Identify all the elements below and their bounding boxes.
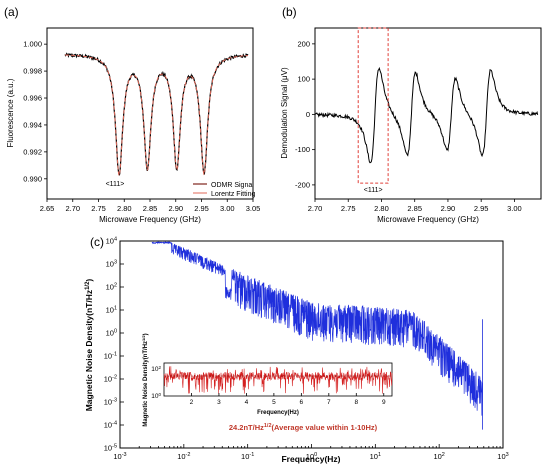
legend-label-lorentz: Lorentz Fitting [211, 191, 255, 198]
panel-b-label: (b) [282, 5, 297, 19]
chart-a-xtick-label: 3.00 [220, 204, 235, 213]
chart-b-xtick-label: 2.75 [341, 204, 356, 213]
chart-a-ytick-label: 0.992 [23, 147, 42, 156]
chart-a-xtick-label: 2.80 [117, 204, 132, 213]
chart-b-ytick-label: -200 [295, 180, 310, 189]
chart-c-ytick-label: 101 [106, 306, 117, 315]
chart-c-ytick-label: 10-3 [104, 398, 117, 407]
inset-xtick-label: 9 [382, 399, 386, 406]
chart-c-ytick-label: 102 [106, 283, 117, 292]
chart-a-xtick-label: 2.75 [91, 204, 106, 213]
chart-c-xtick-label: 100 [306, 452, 317, 461]
series-demodulation-signal [314, 66, 539, 164]
chart-c: 10-3 10-2 10-1 100 101 102 103 10-510-410-310-… [84, 237, 509, 465]
chart-a-x-ticks: 2.65 2.70 2.75 2.80 2.85 2.90 2.95 3.00 3.05 [40, 199, 261, 213]
inset-xtick-label: 8 [354, 399, 358, 406]
inset-series [163, 366, 393, 394]
chart-a-xtick-label: 2.90 [168, 204, 183, 213]
chart-a-y-ticks: 0.990 0.992 0.994 0.996 0.998 1.000 [23, 40, 47, 183]
chart-a-ytick-label: 0.990 [23, 174, 42, 183]
chart-a-xtick-label: 2.85 [143, 204, 158, 213]
chart-c-xtick-label: 10-3 [113, 452, 126, 461]
chart-b-xtick-label: 2.95 [474, 204, 489, 213]
inset-xtick-label: 7 [327, 399, 331, 406]
series-lorentz-fitting [65, 54, 248, 177]
inset-average-note: 24.2nT/Hz1/2(Average value within 1-10Hz… [229, 423, 378, 432]
chart-c-xlabel: Frequency(Hz) [281, 454, 340, 464]
chart-c-x-ticks: 10-3 10-2 10-1 100 101 102 103 [113, 444, 509, 461]
chart-a-ytick-label: 0.996 [23, 94, 42, 103]
chart-c-xtick-label: 103 [497, 452, 508, 461]
inset-ytick-bottom: 100 [151, 392, 161, 401]
chart-a-xlabel: Microwave Frequency (GHz) [99, 215, 201, 224]
series-odmr-signal [64, 52, 249, 176]
chart-b-y-ticks: -200 -100 0 100 200 [295, 39, 315, 189]
chart-c-ytick-label: 10-5 [104, 444, 117, 453]
chart-c-ytick-label: 10-4 [104, 421, 117, 430]
chart-c-ytick-label: 104 [106, 237, 117, 246]
legend-label-odmr: ODMR Signal [211, 182, 254, 189]
chart-b-xtick-label: 2.80 [374, 204, 389, 213]
inset-xtick-label: 6 [300, 399, 304, 406]
chart-b-ytick-label: 200 [297, 39, 310, 48]
chart-c-ytick-label: 10-2 [104, 375, 117, 384]
chart-a-xtick-label: 2.65 [40, 204, 55, 213]
inset-xtick-label: 4 [245, 399, 249, 406]
chart-b-x-ticks: 2.70 2.75 2.80 2.85 2.90 2.95 3.00 [308, 199, 522, 213]
chart-a-ylabel: Fluorescence (a.u.) [6, 78, 15, 147]
chart-c-ylabel: Magnetic Noise Density(nT/Hz1/2) [84, 279, 94, 412]
chart-a-xtick-label: 2.95 [194, 204, 209, 213]
chart-c-ytick-label: 10-1 [104, 352, 117, 361]
chart-b-ytick-label: -100 [295, 145, 310, 154]
chart-b-xlabel: Microwave Frequency (GHz) [377, 215, 479, 224]
chart-a-xtick-label: 3.05 [246, 204, 261, 213]
chart-c-ytick-label: 100 [106, 329, 117, 338]
chart-b-frame [314, 27, 542, 200]
panel-c-label: (c) [90, 235, 104, 249]
chart-b-xtick-label: 2.70 [308, 204, 323, 213]
chart-a-frame [46, 27, 254, 200]
chart-c-xtick-label: 10-1 [241, 452, 254, 461]
chart-a-ytick-label: 1.000 [23, 40, 42, 49]
chart-c-xtick-label: 101 [370, 452, 381, 461]
chart-b-ytick-label: 0 [306, 110, 310, 119]
chart-b-xtick-label: 2.85 [407, 204, 422, 213]
chart-a-xtick-label: 2.70 [65, 204, 80, 213]
inset-series [163, 366, 393, 394]
chart-b-annotation: <111> [364, 187, 383, 194]
chart-a-ytick-label: 0.998 [23, 67, 42, 76]
chart-c-series [151, 240, 483, 430]
chart-b-highlight-box [357, 27, 389, 184]
chart-a-annotation: <111> [106, 181, 125, 188]
panel-a-label: (a) [4, 5, 19, 19]
chart-c-xtick-label: 10-2 [177, 452, 190, 461]
inset-xtick-label: 5 [272, 399, 276, 406]
inset-x-ticks: 2 3 4 5 6 7 8 9 [190, 393, 386, 406]
chart-b-series [314, 66, 539, 164]
inset-xtick-label: 2 [190, 399, 194, 406]
chart-b-ylabel: Demodulation Signal (μV) [280, 67, 289, 159]
chart-a-series [64, 52, 249, 177]
chart-c-inset: 2 3 4 5 6 7 8 9 102 100 Frequency(Hz) Magnetic … [141, 333, 393, 432]
series-noise-density [151, 240, 483, 416]
chart-a-legend: ODMR Signal Lorentz Fitting [193, 182, 255, 198]
chart-b-xtick-label: 2.90 [441, 204, 456, 213]
chart-c-ytick-label: 103 [106, 260, 117, 269]
chart-c-xtick-label: 102 [433, 452, 444, 461]
inset-xtick-label: 3 [217, 399, 221, 406]
chart-a-ytick-label: 0.994 [23, 120, 42, 129]
inset-xlabel: Frequency(Hz) [257, 410, 299, 416]
chart-b-ytick-label: 100 [297, 75, 310, 84]
chart-a: 2.65 2.70 2.75 2.80 2.85 2.90 2.95 3.00 3.05 0.9… [6, 27, 261, 224]
chart-b-xtick-label: 3.00 [507, 204, 522, 213]
chart-b: 2.70 2.75 2.80 2.85 2.90 2.95 3.00 -200 -100 0 10… [280, 27, 542, 224]
chart-c-y-ticks: 10-5 10-4 10-3 10-2 10-1 100 101 102 103 104 [104, 237, 124, 453]
inset-ylabel: Magnetic Noise Density(nT/Hz1/2) [141, 333, 150, 426]
inset-ytick-top: 102 [151, 365, 161, 374]
